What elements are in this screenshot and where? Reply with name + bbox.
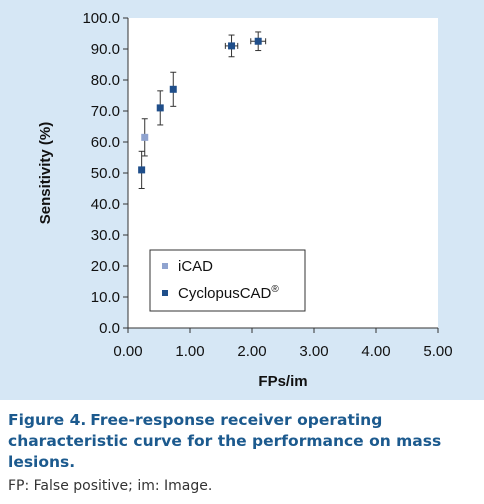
y-tick-label: 50.0 — [91, 165, 120, 182]
chart: 0.0 10.0 20.0 30.0 40.0 50.0 60.0 70.0 80.0 90.0 1… — [37, 10, 453, 390]
y-tick-label: 10.0 — [91, 289, 120, 306]
data-point — [156, 104, 164, 112]
data-point — [138, 166, 146, 174]
legend-label-cyclopuscad: CyclopusCAD® — [178, 284, 279, 302]
ticks: 0.0 10.0 20.0 30.0 40.0 50.0 60.0 70.0 80.0 90.0 1… — [82, 10, 452, 360]
y-axis-title: Sensitivity (%) — [37, 122, 54, 225]
data-marks — [138, 31, 267, 189]
data-point — [228, 42, 236, 50]
legend-label-icad: iCAD — [178, 258, 213, 275]
legend-marker-cyclopuscad — [162, 290, 168, 296]
caption-text: Free-response receiver operating charact… — [8, 411, 442, 471]
y-tick-label: 30.0 — [91, 227, 120, 244]
x-axis-title: FPs/im — [258, 373, 307, 390]
y-tick-label: 90.0 — [91, 41, 120, 58]
y-tick-label: 70.0 — [91, 103, 120, 120]
legend-label-cyclopuscad-name: CyclopusCAD — [178, 285, 272, 302]
x-tick-label: 1.00 — [175, 343, 204, 360]
y-tick-label: 60.0 — [91, 134, 120, 151]
caption-label: Figure 4. — [8, 411, 87, 429]
legend-marker-icad — [162, 263, 168, 269]
data-point — [169, 85, 177, 93]
figure-caption: Figure 4. Free-response receiver operatin… — [8, 410, 478, 473]
data-point — [141, 133, 149, 141]
y-tick-label: 80.0 — [91, 72, 120, 89]
x-tick-label: 0.00 — [113, 343, 142, 360]
y-tick-label: 100.0 — [82, 10, 120, 27]
footnote: FP: False positive; im: Image. — [8, 478, 213, 494]
x-tick-label: 4.00 — [361, 343, 390, 360]
legend-box — [149, 249, 306, 312]
x-tick-label: 2.00 — [237, 343, 266, 360]
y-tick-label: 0.0 — [99, 320, 120, 337]
x-tick-label: 3.00 — [299, 343, 328, 360]
y-tick-label: 40.0 — [91, 196, 120, 213]
legend: iCAD CyclopusCAD® — [149, 249, 306, 312]
legend-label-cyclopuscad-mark: ® — [271, 284, 279, 295]
data-point — [254, 37, 262, 45]
y-tick-label: 20.0 — [91, 258, 120, 275]
x-tick-label: 5.00 — [423, 343, 452, 360]
